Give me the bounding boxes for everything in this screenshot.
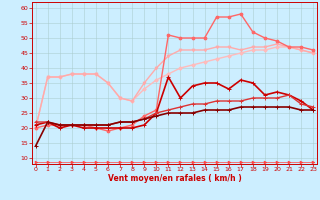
X-axis label: Vent moyen/en rafales ( km/h ): Vent moyen/en rafales ( km/h ): [108, 174, 241, 183]
